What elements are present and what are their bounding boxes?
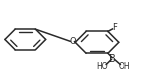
Text: O: O [69,37,76,46]
Text: OH: OH [119,62,131,71]
Text: HO: HO [96,62,107,71]
Text: B: B [109,54,116,64]
Text: F: F [112,23,117,32]
